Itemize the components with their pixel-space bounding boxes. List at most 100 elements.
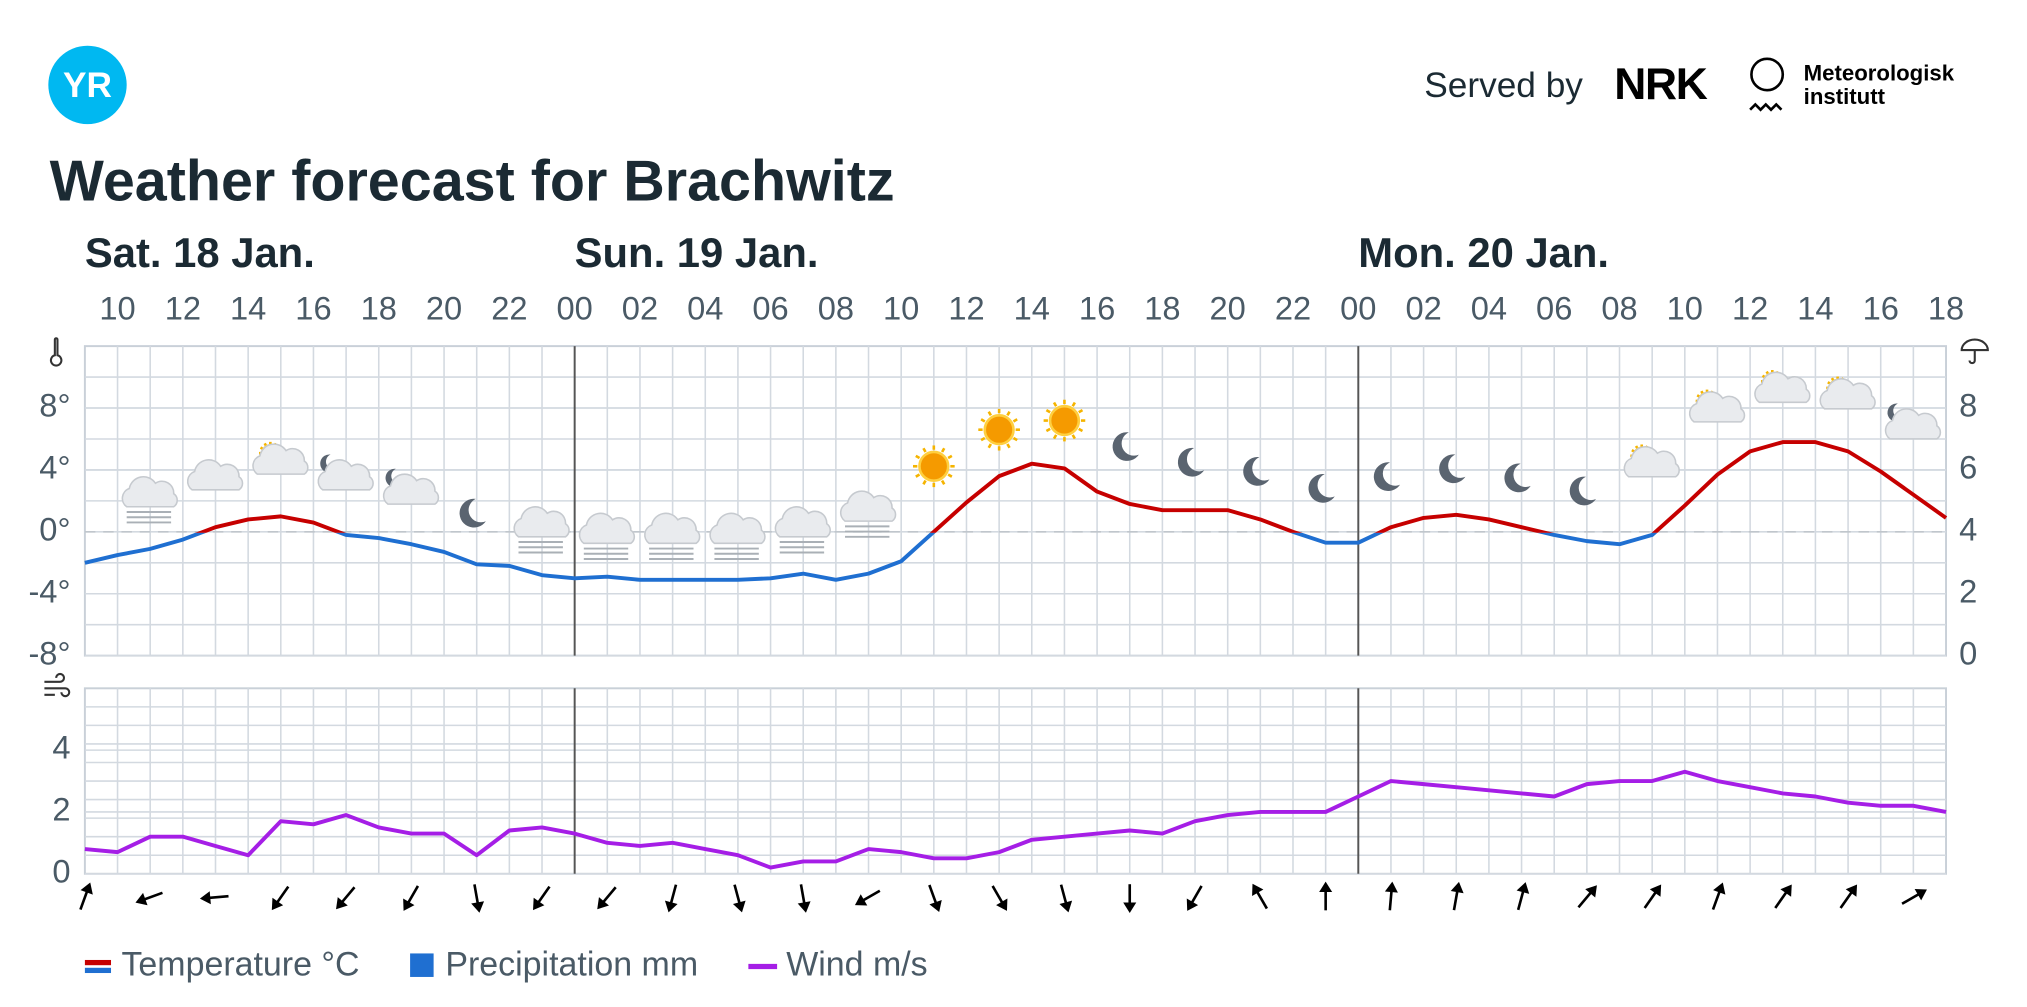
moon [1569,476,1597,506]
weather-icon [1688,389,1746,423]
sun-ray [1071,434,1076,440]
weather-icon [912,445,955,488]
weather-icon [644,512,701,560]
x-tick-label: 14 [1797,289,1833,326]
arrow-head [732,900,746,913]
wind-arrow [1516,882,1530,911]
arrow-head [1585,885,1597,898]
wind-arrow [471,884,485,913]
weather-icon [1043,399,1086,442]
wind-arrow [1577,885,1597,909]
series-line [194,440,1948,533]
title: Weather forecast for Brachwitz [50,150,895,214]
moon [1112,432,1139,461]
arrow-head [1252,883,1264,897]
x-tick-label: 08 [1601,289,1637,326]
sun-ray [259,446,264,450]
wind-arrow [928,884,942,913]
day-label: Sat. 18 Jan. [85,229,315,276]
sun-ray [1827,381,1831,385]
weather-icon [709,512,766,560]
wind-arrow [1643,884,1662,909]
moon [1243,457,1270,486]
cloud [382,473,440,505]
arrow-head [1713,882,1726,895]
met-name: institutt [1804,84,1886,109]
moon [1439,454,1466,484]
wind-arrow [797,884,811,913]
arrow-head [1319,881,1333,893]
sun-ray [922,479,927,485]
cloud [709,512,766,545]
sun [1048,404,1081,437]
y-tick-label: -8° [28,634,70,671]
arrow-head [1780,884,1792,897]
x-tick-label: 16 [1079,289,1115,326]
x-tick-label: 14 [230,289,266,326]
cloud [1623,446,1680,478]
wind-arrow [1711,882,1726,910]
legend-swatch [84,959,112,966]
sun-ray [1006,411,1011,417]
thermometer-icon [49,337,63,367]
cloud [644,512,701,545]
weather-icon [1504,463,1531,493]
x-tick-label: 20 [1210,289,1246,326]
x-tick-label: 06 [752,289,788,326]
weather-icon [513,506,570,554]
x-tick-label: 04 [1471,289,1507,326]
weather-icon [1754,370,1811,404]
sun-ray [947,454,953,460]
x-tick-label: 14 [1014,289,1050,326]
moon [1308,473,1335,503]
wind-arrow [597,886,617,910]
moon [320,454,337,473]
y-tick-label: -4° [28,572,70,609]
sun-ray [1765,370,1769,375]
weather-icon [459,498,486,528]
sun-ray [915,473,921,478]
arrow-head [80,882,93,895]
wind-arrow [1186,885,1203,911]
x-tick-label: 12 [165,289,201,326]
weather-icon [774,506,831,554]
sun-ray [1830,377,1835,381]
sun-ray [980,436,986,442]
x-tick-label: 06 [1536,289,1572,326]
moon [1177,447,1205,477]
wind-arrow [732,884,746,913]
legend-swatch [410,953,434,977]
cloud [1884,408,1942,440]
wind-arrow [1450,881,1464,911]
met-name: Meteorologisk [1804,60,1955,85]
weather-icon [1112,432,1139,461]
wind-arrow [403,885,420,911]
sun-ray [987,443,993,449]
arrow-head [1845,884,1858,897]
wind-arrow [271,885,290,911]
sun-ray [922,447,927,453]
weather-icon [121,476,178,524]
arrow-head [797,901,811,913]
arrow-head [199,891,211,905]
sun-ray [1078,409,1084,414]
sun-ray [947,473,953,478]
cloud [513,506,570,538]
arrow-head [597,897,609,910]
cloud [578,512,636,545]
legend-swatch [748,963,778,970]
cloud [1688,391,1746,423]
arrow-head [854,894,868,906]
arrow-head [664,900,678,913]
day-label: Sun. 19 Jan. [575,229,819,276]
y-tick-label: 0 [52,852,70,889]
sun-ray [1700,390,1704,394]
nrk-logo: NRK [1614,60,1708,109]
logo-circle [48,45,127,125]
x-tick-label: 18 [1928,289,1964,326]
weather-icon [1177,447,1205,477]
x-tick-label: 02 [1405,289,1441,326]
weather-icon [1308,473,1335,503]
